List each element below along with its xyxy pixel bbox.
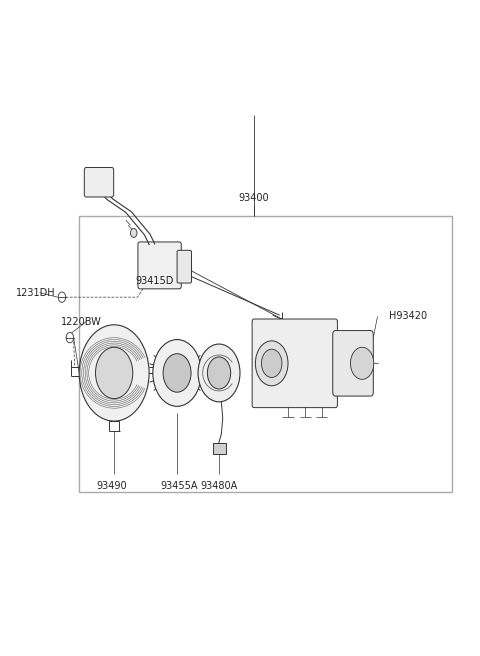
Circle shape bbox=[350, 347, 374, 379]
FancyBboxPatch shape bbox=[84, 167, 114, 197]
Circle shape bbox=[198, 344, 240, 402]
Text: 93455A: 93455A bbox=[161, 481, 198, 491]
FancyBboxPatch shape bbox=[252, 319, 337, 407]
Bar bbox=[214, 443, 227, 455]
FancyBboxPatch shape bbox=[333, 331, 373, 396]
Circle shape bbox=[79, 325, 149, 421]
Circle shape bbox=[153, 340, 201, 406]
Circle shape bbox=[96, 347, 133, 399]
Circle shape bbox=[207, 357, 231, 389]
Circle shape bbox=[255, 341, 288, 386]
Text: 1220BW: 1220BW bbox=[60, 317, 101, 327]
Circle shape bbox=[163, 354, 191, 392]
Text: 93400: 93400 bbox=[239, 193, 269, 203]
FancyBboxPatch shape bbox=[177, 251, 192, 283]
Text: 93415D: 93415D bbox=[135, 276, 173, 286]
Text: 93490: 93490 bbox=[96, 481, 127, 491]
Text: 93480A: 93480A bbox=[201, 481, 238, 491]
Circle shape bbox=[131, 228, 137, 237]
FancyBboxPatch shape bbox=[138, 242, 181, 289]
Circle shape bbox=[262, 349, 282, 377]
Circle shape bbox=[66, 333, 73, 343]
Circle shape bbox=[58, 292, 66, 302]
Text: 1231DH: 1231DH bbox=[16, 288, 56, 298]
Text: H93420: H93420 bbox=[389, 312, 427, 321]
Bar bbox=[79, 216, 452, 492]
